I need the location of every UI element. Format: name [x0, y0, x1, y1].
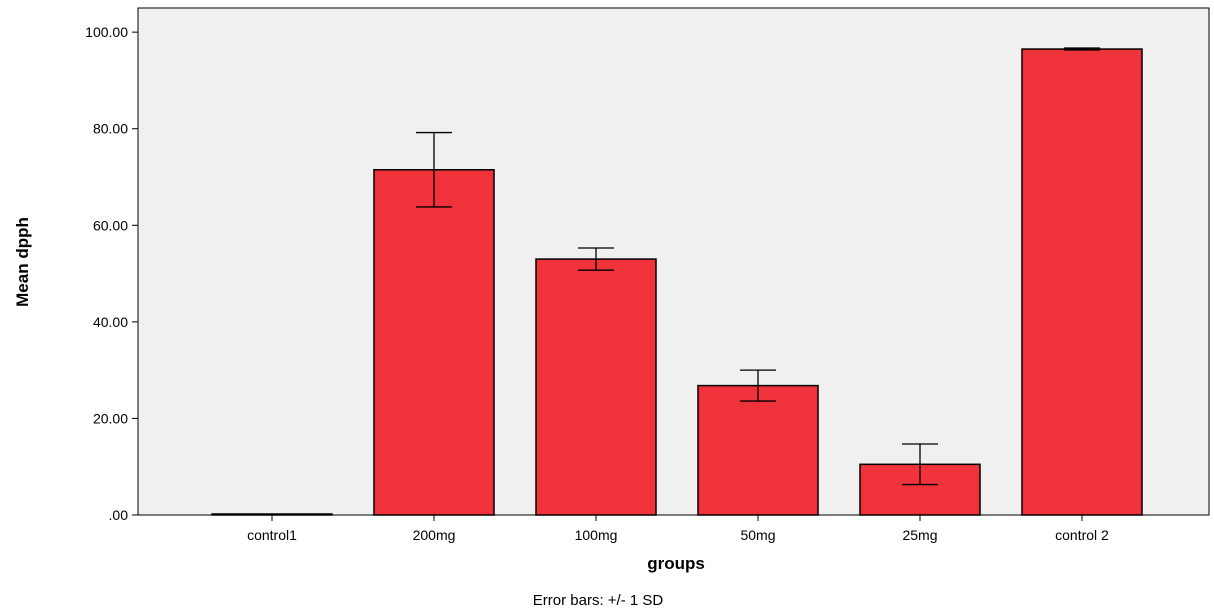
x-axis: control1 200mg 100mg 50mg 25mg control 2 — [247, 515, 1109, 543]
bar-200mg — [373, 169, 495, 516]
x-tick-label: control1 — [247, 527, 297, 543]
x-tick-label: 100mg — [575, 527, 618, 543]
bar-control1 — [211, 513, 333, 516]
x-tick-label: 50mg — [740, 527, 775, 543]
y-axis-title: Mean dpph — [13, 217, 32, 307]
error-bar-100mg — [578, 247, 614, 271]
y-tick-label: 20.00 — [93, 410, 128, 426]
error-bars-footnote: Error bars: +/- 1 SD — [533, 592, 664, 609]
bars — [211, 48, 1143, 516]
bar-50mg — [697, 384, 819, 516]
bar-100mg — [535, 258, 657, 516]
error-bar-control-2 — [1064, 47, 1100, 51]
x-tick-label: 200mg — [413, 527, 456, 543]
error-bar-25mg — [902, 443, 938, 486]
x-tick-label: 25mg — [902, 527, 937, 543]
bar-control-2 — [1021, 48, 1143, 516]
x-axis-title: groups — [647, 554, 705, 573]
error-bars — [416, 47, 1100, 486]
y-tick-label: 80.00 — [93, 121, 128, 137]
error-bar-200mg — [416, 131, 452, 208]
y-tick-label: 60.00 — [93, 217, 128, 233]
y-tick-label: 100.00 — [85, 24, 128, 40]
y-tick-label: 40.00 — [93, 314, 128, 330]
y-axis: .00 20.00 40.00 60.00 80.00 100.00 — [85, 24, 138, 523]
y-tick-label: .00 — [109, 507, 129, 523]
x-tick-label: control 2 — [1055, 527, 1109, 543]
error-bar-50mg — [740, 369, 776, 402]
